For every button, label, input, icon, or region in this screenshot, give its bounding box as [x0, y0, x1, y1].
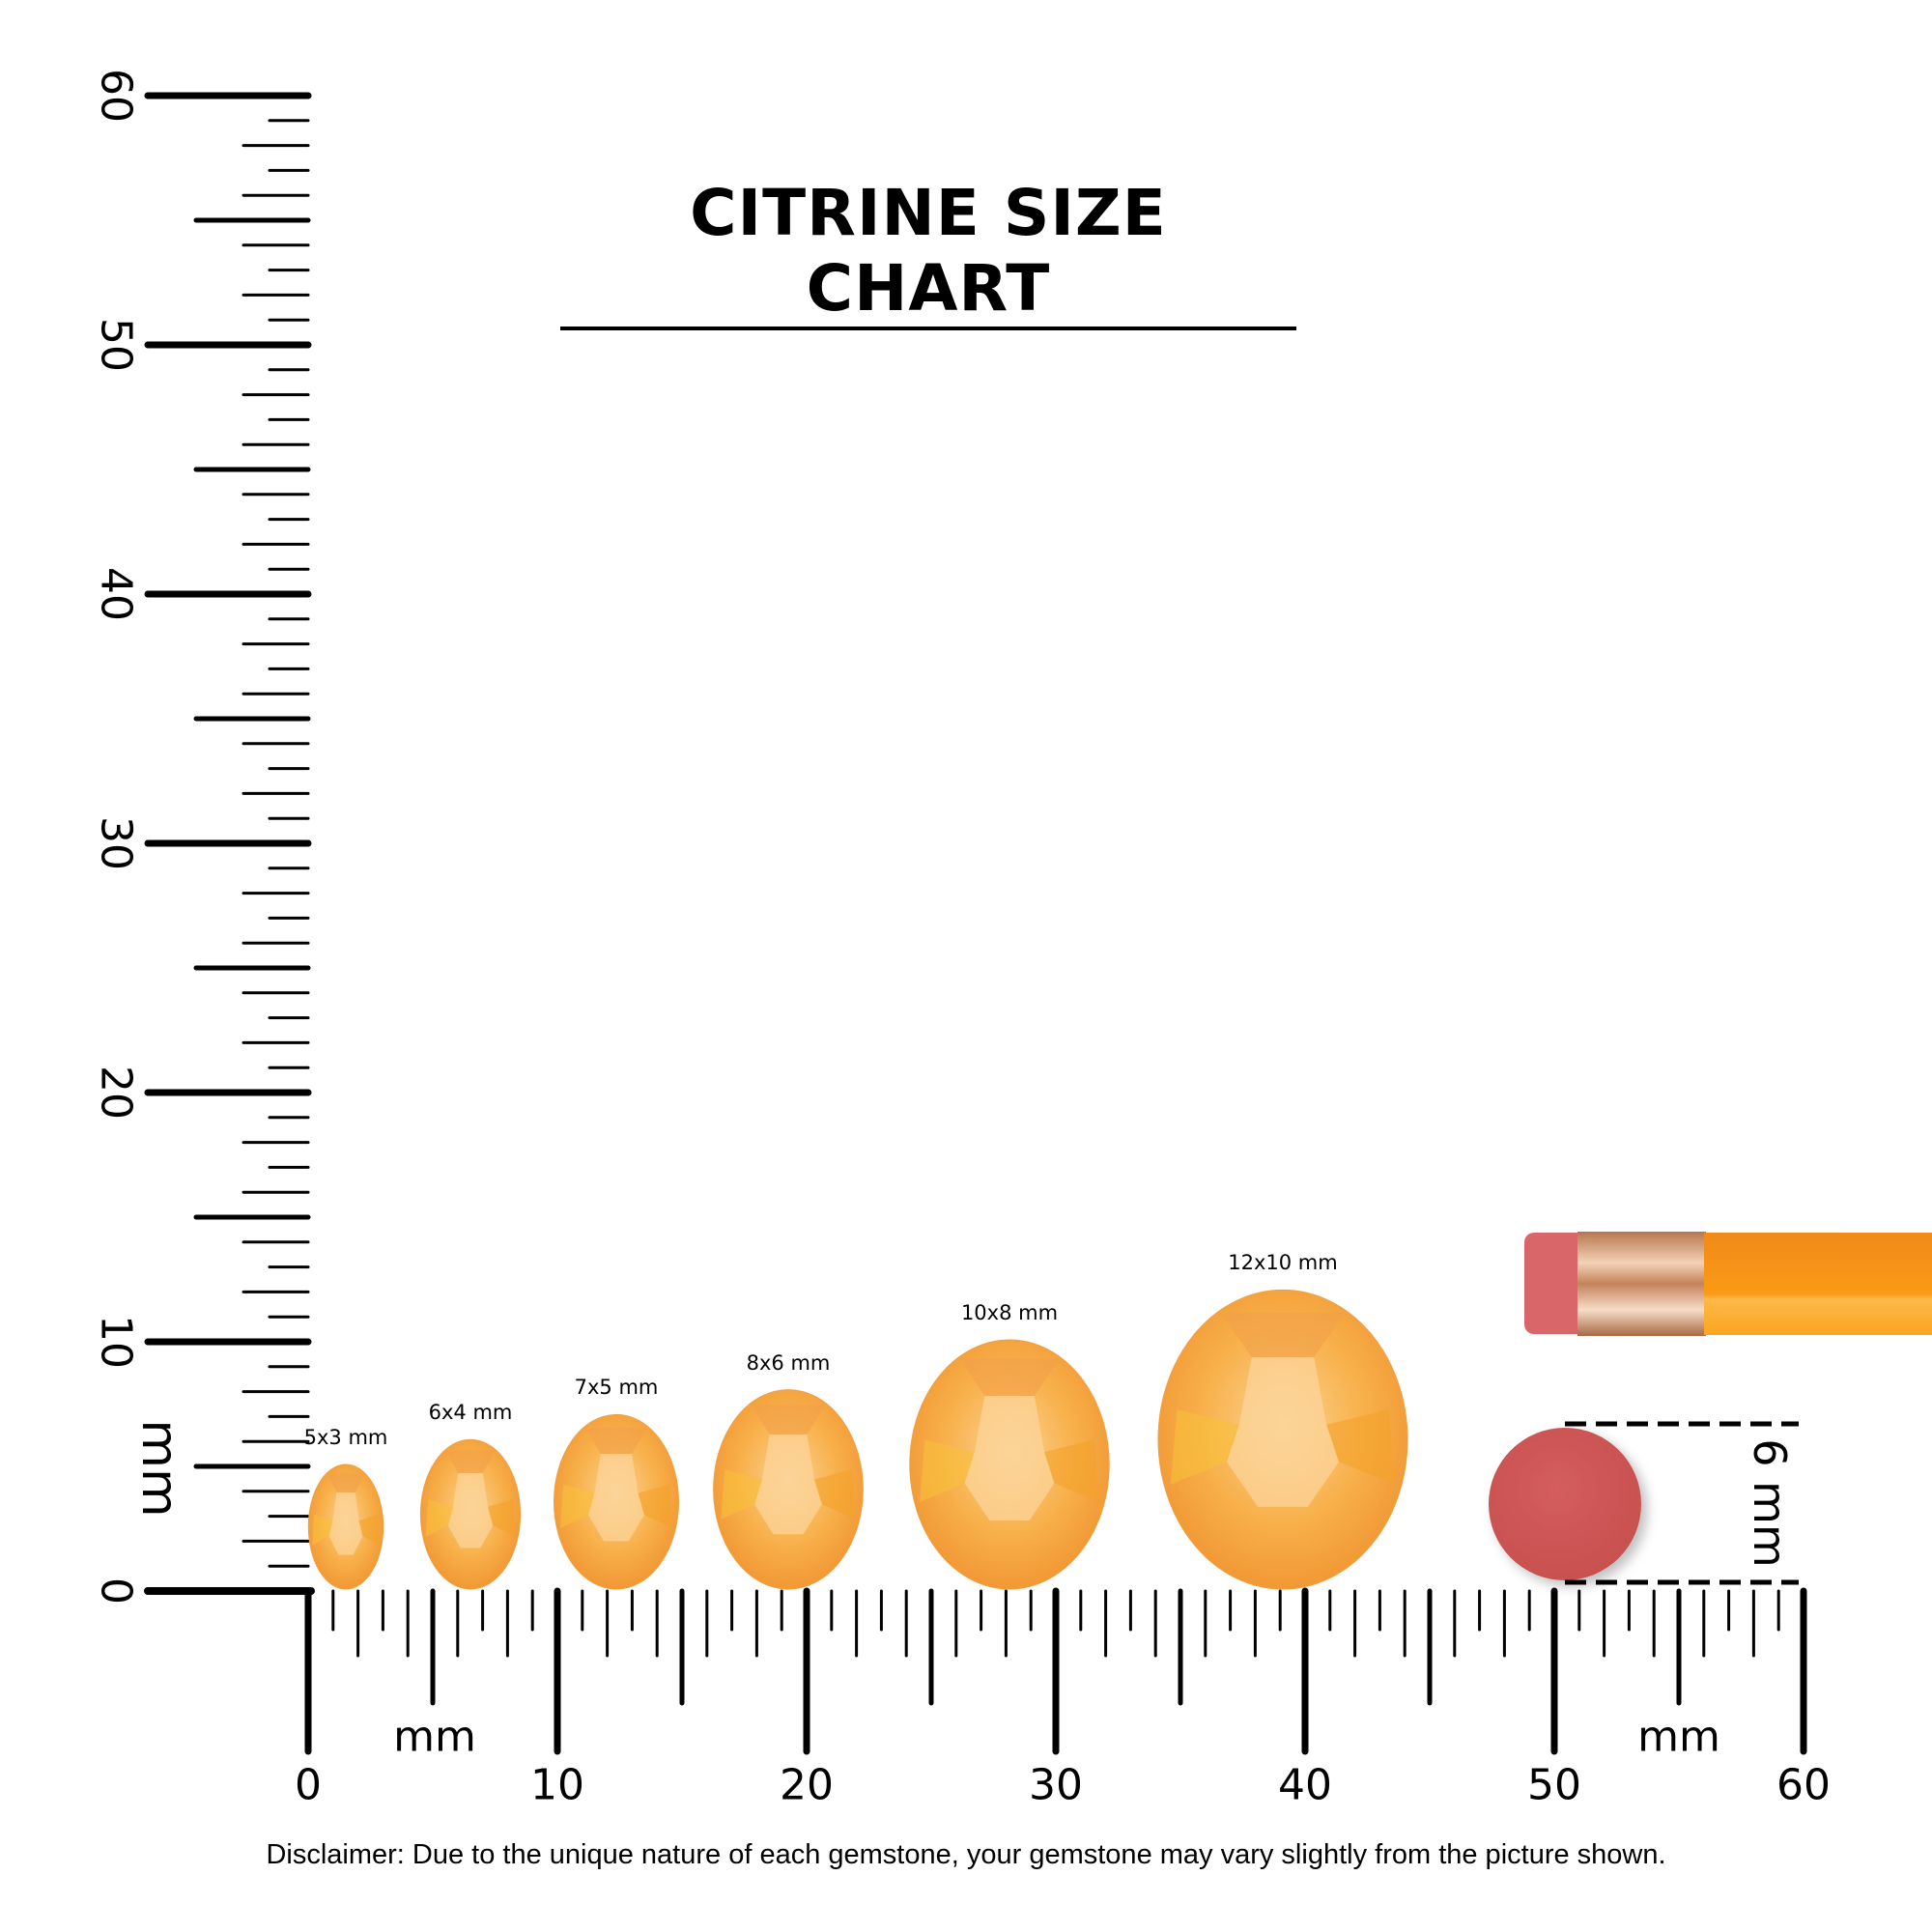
- gem-size-label: 10x8 mm: [960, 1301, 1059, 1324]
- gem-size-label: 12x10 mm: [1228, 1251, 1338, 1275]
- gem-row: [307, 1289, 1408, 1590]
- vertical-tick-label: 10: [91, 1315, 141, 1369]
- gem-size-label: 6x4 mm: [428, 1401, 513, 1425]
- gem-12x10mm: [1157, 1289, 1408, 1590]
- vertical-unit-label: mm: [130, 1419, 188, 1518]
- gem-size-label: 5x3 mm: [303, 1426, 388, 1449]
- pencil-body: [1704, 1233, 1932, 1335]
- pencil: [1524, 1232, 1932, 1336]
- pencil-eraser: [1524, 1233, 1592, 1334]
- pencil-ferrule: [1577, 1232, 1706, 1336]
- vertical-tick-label: 60: [91, 69, 141, 123]
- horizontal-tick-label: 60: [1776, 1760, 1831, 1810]
- reference-size-label: 6 mm: [1744, 1438, 1796, 1568]
- vertical-tick-label: 20: [91, 1065, 141, 1120]
- horizontal-tick-label: 50: [1527, 1760, 1581, 1810]
- gem-7x5mm: [554, 1413, 679, 1590]
- horizontal-tick-label: 0: [295, 1760, 322, 1810]
- gem-size-label: 8x6 mm: [746, 1350, 831, 1375]
- horizontal-ruler: [304, 1587, 1807, 1755]
- gem-6x4mm: [419, 1438, 522, 1590]
- horizontal-tick-label: 40: [1278, 1760, 1332, 1810]
- eraser-reference-circle: [1489, 1428, 1641, 1580]
- horizontal-tick-label: 10: [530, 1760, 584, 1810]
- page-title: CITRINE SIZE CHART: [560, 176, 1296, 330]
- horizontal-unit-label-right: mm: [1637, 1712, 1720, 1762]
- gem-10x8mm: [909, 1339, 1110, 1590]
- horizontal-unit-label-left: mm: [393, 1712, 476, 1762]
- gem-8x6mm: [713, 1389, 864, 1590]
- vertical-tick-label: 30: [91, 816, 141, 870]
- disclaimer: Disclaimer: Due to the unique nature of …: [266, 1839, 1666, 1870]
- horizontal-tick-label: 30: [1029, 1760, 1083, 1810]
- gem-size-label: 7x5 mm: [574, 1376, 659, 1400]
- vertical-tick-label: 50: [91, 318, 141, 372]
- gem-5x3mm: [307, 1463, 384, 1590]
- horizontal-tick-label: 20: [780, 1760, 834, 1810]
- vertical-tick-label: 40: [91, 567, 141, 621]
- vertical-tick-label: 0: [91, 1577, 141, 1605]
- vertical-ruler: [144, 92, 315, 1595]
